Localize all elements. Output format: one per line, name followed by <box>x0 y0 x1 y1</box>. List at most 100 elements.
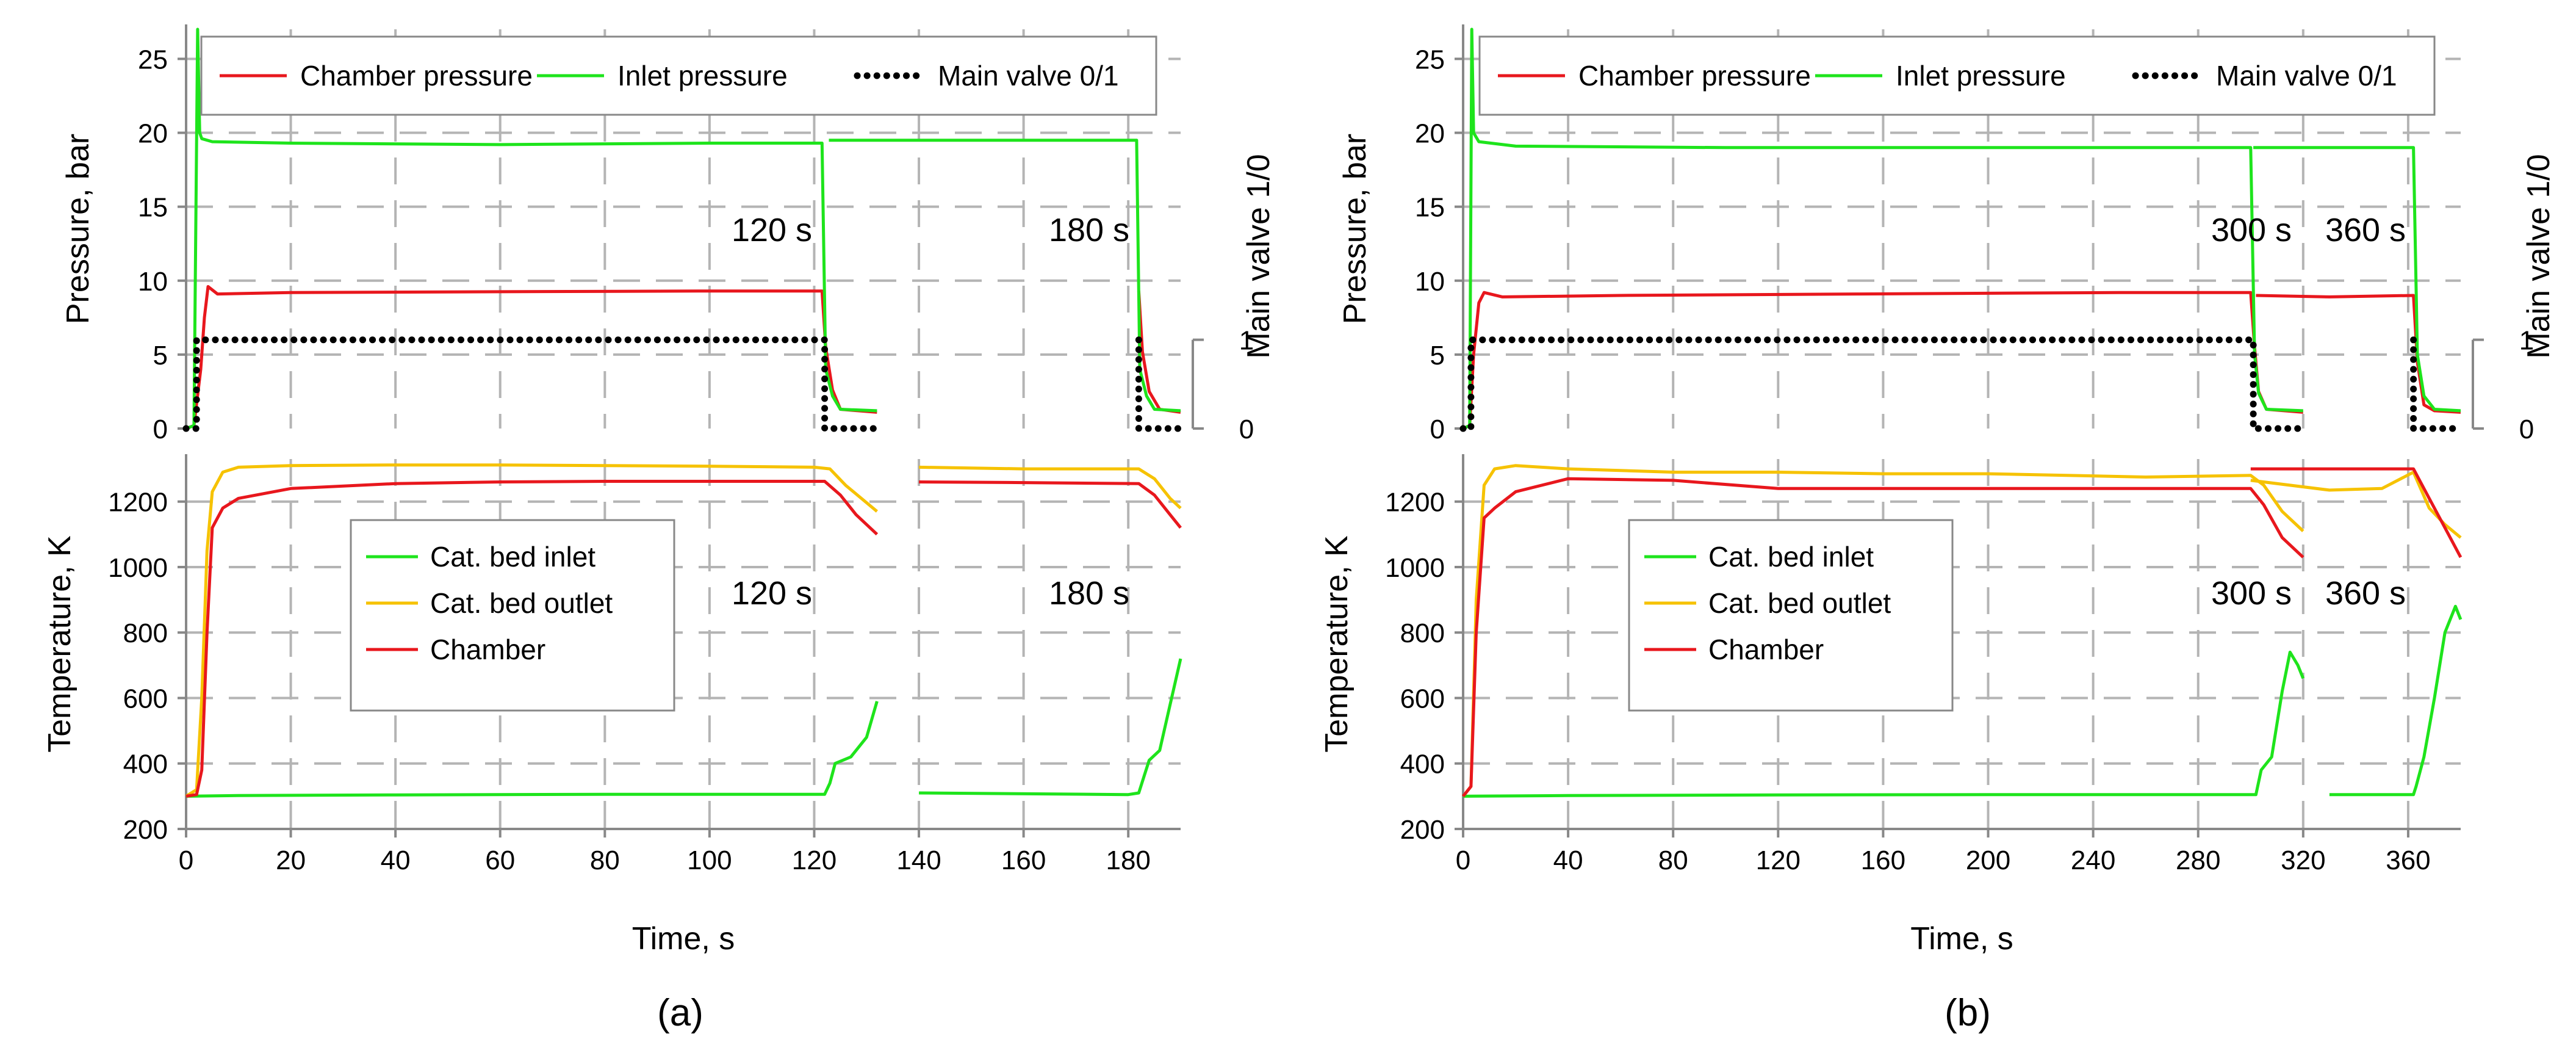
pressure-legend: Chamber pressure Inlet pressure Main valve… <box>200 35 1157 116</box>
x-tick-label: 280 <box>2176 845 2220 875</box>
pressure-y-label: Pressure, bar <box>1337 134 1373 324</box>
valve-tick-label: 1 <box>1239 326 1254 356</box>
x-tick-label: 0 <box>179 845 193 875</box>
x-tick-label: 360 <box>2386 845 2430 875</box>
series-chamber-pressure <box>185 285 877 430</box>
valve-y-label: Main valve 1/0 <box>2521 154 2556 358</box>
temperature-annotation: 300 s <box>2211 575 2292 612</box>
pressure-y-tick-label: 15 <box>138 193 168 223</box>
x-tick-label: 320 <box>2281 845 2325 875</box>
series-chamber <box>1462 477 2304 797</box>
series-cat-bed-inlet <box>1462 650 2305 798</box>
panel-label: (a) <box>657 992 703 1034</box>
series-chamber <box>2250 467 2463 559</box>
temperature-y-tick-label: 600 <box>1400 684 1445 714</box>
series-main-valve-0-1 <box>182 336 880 432</box>
pressure-y-tick-label: 0 <box>1430 414 1445 444</box>
temperature-legend-label: Chamber <box>1708 634 1824 665</box>
x-axis-label: Time, s <box>632 921 735 957</box>
pressure-annotation: 180 s <box>1049 212 1129 248</box>
temperature-y-tick-label: 600 <box>123 684 168 714</box>
temperature-y-tick-label: 200 <box>123 815 168 845</box>
temperature-y-tick-label: 1000 <box>108 553 168 583</box>
temperature-y-tick-label: 800 <box>1400 618 1445 648</box>
temperature-legend-frame <box>350 519 675 712</box>
temperature-legend: Cat. bed inlet Cat. bed outlet Chamber <box>1628 519 1954 712</box>
x-tick-label: 120 <box>792 845 836 875</box>
x-tick-label: 160 <box>1861 845 1905 875</box>
pressure-y-tick-label: 20 <box>1415 119 1445 149</box>
series-cat-bed-outlet <box>919 465 1182 510</box>
temperature-legend-label: Chamber <box>430 634 545 665</box>
temperature-y-tick-label: 800 <box>123 618 168 648</box>
pressure-y-tick-label: 10 <box>138 267 168 297</box>
series-main-valve-0-1 <box>1459 336 2307 432</box>
x-tick-label: 80 <box>590 845 620 875</box>
x-tick-label: 40 <box>1553 845 1583 875</box>
x-axis-label: Time, s <box>1910 921 2013 957</box>
temperature-legend-label: Cat. bed inlet <box>1708 541 1874 573</box>
pressure-y-tick-label: 25 <box>138 45 168 74</box>
pressure-y-tick-label: 5 <box>153 341 168 371</box>
temperature-legend: Cat. bed inlet Cat. bed outlet Chamber <box>350 519 675 712</box>
pressure-legend-label: Main valve 0/1 <box>2216 60 2397 92</box>
series-main-valve-0-1 <box>1135 336 1184 432</box>
temperature-annotation: 180 s <box>1049 575 1129 612</box>
series-cat-bed-outlet <box>185 463 879 798</box>
x-tick-label: 160 <box>1001 845 1046 875</box>
x-tick-label: 120 <box>1756 845 1801 875</box>
panel-label: (b) <box>1945 992 1991 1034</box>
pressure-legend-label: Main valve 0/1 <box>938 60 1119 92</box>
temperature-y-label: Temperature, K <box>42 535 77 753</box>
x-tick-label: 200 <box>1966 845 2010 875</box>
panel-b: 0 40 80 120 160 200 240 280 320 36005101520252004… <box>1319 24 2556 1034</box>
temperature-y-tick-label: 1200 <box>108 488 168 518</box>
pressure-annotation: 120 s <box>732 212 812 248</box>
series-inlet-pressure <box>2253 146 2461 413</box>
x-tick-label: 240 <box>2071 845 2115 875</box>
x-tick-label: 0 <box>1456 845 1470 875</box>
series-main-valve-0-1 <box>2410 336 2464 432</box>
series-inlet-pressure <box>1462 27 2303 430</box>
temperature-y-tick-label: 1200 <box>1385 488 1445 518</box>
x-tick-label: 40 <box>381 845 411 875</box>
valve-tick-label: 1 <box>2519 326 2534 356</box>
temperature-annotation: 120 s <box>732 575 812 612</box>
pressure-legend-label: Chamber pressure <box>1578 60 1811 92</box>
pressure-legend-frame <box>200 35 1157 116</box>
pressure-legend-label: Inlet pressure <box>1896 60 2066 92</box>
series-inlet-pressure <box>185 27 877 430</box>
temperature-y-tick-label: 200 <box>1400 815 1445 845</box>
pressure-legend: Chamber pressure Inlet pressure Main valve… <box>1478 35 2436 116</box>
x-tick-label: 20 <box>276 845 306 875</box>
series-inlet-pressure <box>829 139 1181 413</box>
x-tick-label: 100 <box>687 845 732 875</box>
pressure-y-tick-label: 5 <box>1430 341 1445 371</box>
pressure-y-tick-label: 15 <box>1415 193 1445 223</box>
temperature-annotation: 360 s <box>2325 575 2406 612</box>
series-cat-bed-outlet <box>2250 471 2462 539</box>
series-cat-bed-inlet <box>919 658 1182 797</box>
pressure-y-label: Pressure, bar <box>60 134 96 324</box>
pressure-y-tick-label: 25 <box>1415 45 1445 74</box>
series-cat-bed-inlet <box>2329 604 2463 797</box>
temperature-y-tick-label: 400 <box>123 750 168 780</box>
series-cat-bed-inlet <box>185 701 879 798</box>
temperature-legend-frame <box>1628 519 1954 712</box>
pressure-annotation: 360 s <box>2325 212 2406 248</box>
series-chamber <box>919 480 1182 529</box>
temperature-legend-label: Cat. bed outlet <box>1708 587 1891 619</box>
temperature-y-tick-label: 1000 <box>1385 553 1445 583</box>
valve-tick-label: 0 <box>2519 414 2534 444</box>
temperature-legend-label: Cat. bed inlet <box>430 541 595 573</box>
pressure-y-tick-label: 10 <box>1415 267 1445 297</box>
x-tick-label: 180 <box>1106 845 1150 875</box>
x-tick-label: 140 <box>896 845 941 875</box>
pressure-y-tick-label: 20 <box>138 119 168 149</box>
temperature-y-tick-label: 400 <box>1400 750 1445 780</box>
temperature-y-label: Temperature, K <box>1319 535 1355 753</box>
x-tick-label: 60 <box>485 845 515 875</box>
valve-y-label: Main valve 1/0 <box>1241 154 1276 358</box>
valve-tick-label: 0 <box>1239 414 1254 444</box>
